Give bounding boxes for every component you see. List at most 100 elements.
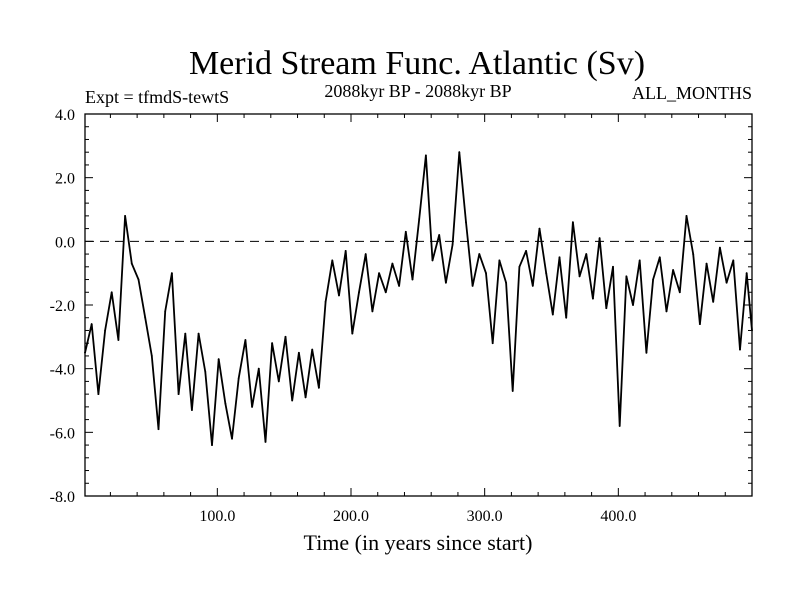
data-point [612,265,614,268]
data-point [404,230,407,233]
data-point [672,269,675,271]
data-point [511,390,514,392]
data-point [97,393,100,396]
data-point [465,221,467,224]
data-point [231,437,233,440]
data-point [211,444,213,446]
data-point [117,339,120,341]
data-point [104,329,106,332]
data-point [471,285,474,287]
data-point [531,285,534,287]
data-point [745,272,748,275]
x-tick-label: 400.0 [600,508,636,525]
data-point [732,259,735,262]
y-tick-label: 2.0 [55,171,75,188]
data-point [418,218,421,220]
plot-frame [84,113,753,497]
data-point [217,358,220,361]
data-point [371,310,374,313]
data-point [632,304,634,306]
data-point [692,253,695,255]
data-point [445,281,447,284]
data-point [137,278,140,281]
data-point [598,237,601,240]
data-point [251,405,253,408]
data-point [184,332,187,335]
period-label: 2088kyr BP - 2088kyr BP [324,81,511,101]
data-point [331,259,334,262]
data-point [719,246,721,249]
data-point [451,243,454,246]
data-point [124,214,127,217]
data-point [157,428,160,431]
data-point [284,335,287,338]
data-point [257,367,260,370]
x-tick-label: 200.0 [333,508,369,525]
data-point [505,281,507,284]
data-point [712,300,715,303]
y-tick-label: -4.0 [50,362,75,379]
data-point [144,316,147,319]
data-point [491,342,494,345]
data-point [658,256,661,259]
data-point [224,402,227,405]
data-point [177,393,180,396]
data-point [685,214,688,217]
data-point [551,313,554,316]
data-point [625,275,628,278]
data-point [204,370,207,373]
data-point [130,262,133,265]
data-point [592,297,594,300]
y-tick-label: -6.0 [50,425,75,442]
data-point [652,278,654,281]
data-point [197,332,200,335]
data-point [518,265,521,268]
data-point [110,291,113,294]
data-point [358,291,360,294]
data-point [411,278,414,281]
data-point [344,249,347,252]
series-line [84,151,753,447]
data-point [297,351,300,354]
data-point [398,285,401,287]
data-point [237,377,240,380]
data-point [264,440,267,443]
data-point [585,253,588,255]
data-point [565,316,568,319]
data-point [578,275,581,278]
data-point [170,272,173,275]
y-tick-label: -8.0 [50,489,75,506]
data-point [431,259,434,262]
data-point [538,227,541,230]
data-point [364,253,367,255]
data-point [318,386,320,389]
y-tick-label: 4.0 [55,107,75,124]
data-point [438,234,441,236]
data-point [150,355,153,357]
data-point [458,151,461,154]
data-point [351,332,354,335]
data-point [485,272,487,275]
data-point [498,259,501,262]
x-tick-label: 100.0 [199,508,235,525]
data-point [311,348,314,351]
data-point [739,348,741,351]
data-point [324,300,327,303]
data-point [191,409,193,411]
data-point [338,294,340,297]
y-tick-label: -2.0 [50,298,75,315]
data-point [277,380,280,383]
data-point [725,281,728,284]
data-point [164,310,167,313]
data-point [90,323,93,325]
data-point [545,272,548,275]
expt-label: Expt = tfmdS-tewtS [85,87,229,107]
data-point [391,262,394,265]
x-tick-label: 300.0 [467,508,503,525]
plot-area: 100.0 200.0 300.0 400.0 4.0 2.0 0.0 -2.0 -4.0 -6.… [50,107,753,525]
data-point [271,342,274,345]
data-point [291,399,294,402]
data-point [678,291,681,294]
data-point [665,310,668,313]
